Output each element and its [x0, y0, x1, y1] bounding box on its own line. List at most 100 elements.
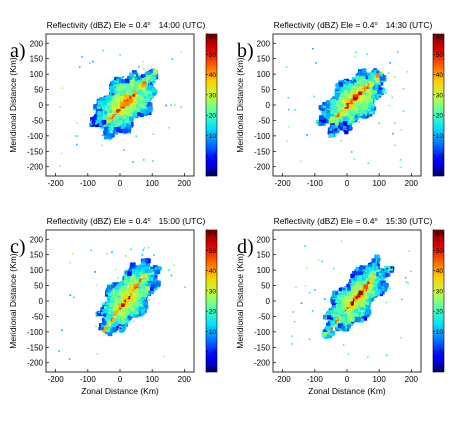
chart-title-degree: o [148, 217, 151, 223]
echo-cell [355, 115, 358, 118]
echo-cell [319, 115, 324, 121]
echo-speckle [111, 251, 113, 254]
echo-speckle [96, 284, 99, 286]
y-tick-label: 0 [39, 101, 44, 110]
echo-cell [318, 119, 323, 123]
echo-cell [335, 96, 339, 101]
echo-speckle [152, 160, 154, 162]
echo-cell [376, 70, 379, 74]
echo-cell [147, 290, 151, 294]
echo-speckle [355, 51, 357, 54]
colorbar-tick-label: 60 [209, 35, 217, 42]
echo-cell [128, 299, 132, 303]
echo-speckle [143, 67, 145, 70]
chart-title-prefix: Reflectivity (dBZ) Ele = 0.4 [47, 216, 148, 226]
echo-cell [379, 76, 384, 81]
echo-cell [341, 116, 346, 120]
y-tick-label: 50 [34, 86, 43, 95]
echo-cell [142, 77, 145, 81]
echo-cell [325, 113, 331, 118]
echo-cell [117, 120, 123, 125]
echo-cell [137, 279, 142, 284]
echo-cell [126, 318, 129, 321]
echo-cell [375, 78, 379, 82]
echo-cell [121, 317, 125, 321]
echo-cell [377, 87, 381, 91]
echo-cell [121, 303, 125, 307]
echo-speckle [148, 298, 150, 301]
echo-cell [361, 88, 365, 92]
echo-cell [348, 119, 352, 123]
chart-title-time: 14:00 (UTC) [159, 20, 206, 30]
echo-speckle [350, 151, 353, 153]
echo-cell [115, 308, 120, 313]
echo-cell [103, 99, 108, 105]
y-tick-label: 100 [257, 70, 271, 79]
echo-cell [115, 93, 118, 97]
echo-cell [123, 298, 127, 302]
echo-speckle [366, 53, 368, 55]
echo-cell [111, 101, 116, 107]
echo-cell [125, 302, 131, 307]
echo-cell [122, 327, 126, 332]
echo-cell [344, 79, 347, 83]
echo-cell [126, 290, 131, 296]
echo-cell [343, 127, 346, 130]
echo-cell [127, 279, 131, 283]
echo-cell [364, 100, 369, 105]
echo-cell [120, 319, 126, 325]
echo-speckle [287, 96, 290, 99]
echo-cell [359, 112, 363, 116]
echo-cell [108, 105, 112, 109]
echo-cell [112, 95, 118, 101]
echo-cell [357, 86, 362, 90]
echo-cell [142, 104, 148, 109]
echo-cell [377, 76, 381, 80]
echo-cell [130, 275, 136, 281]
echo-cell [378, 71, 381, 75]
echo-cell [108, 136, 112, 140]
echo-speckle [286, 140, 289, 143]
echo-cell [107, 331, 113, 337]
echo-cell [103, 309, 107, 314]
echo-cell [341, 105, 347, 111]
echo-cell [156, 269, 161, 274]
y-tick-label: 150 [30, 55, 44, 64]
echo-cell [112, 79, 115, 82]
echo-cell [340, 87, 343, 91]
echo-cell [116, 289, 120, 293]
echo-cell [112, 303, 117, 308]
echo-cell [108, 311, 111, 315]
echo-speckle [124, 255, 127, 257]
echo-cell [122, 118, 127, 123]
echo-cell [359, 105, 364, 110]
echo-cell [101, 308, 105, 312]
echo-cell [358, 91, 362, 96]
echo-cell [341, 89, 344, 93]
echo-cell [118, 307, 122, 311]
echo-cell [130, 308, 135, 312]
echo-cell [106, 289, 111, 293]
y-tick-label: -50 [31, 312, 43, 321]
echo-cell [94, 123, 99, 128]
echo-speckle [402, 110, 405, 112]
panel-letter: b) [237, 40, 254, 62]
echo-cell [139, 278, 143, 282]
colorbar-tick-label: 50 [209, 52, 217, 59]
echo-cell [103, 130, 109, 136]
echo-cell [110, 133, 115, 138]
echo-cell [135, 104, 140, 108]
echo-cell [105, 123, 109, 127]
echo-cell [141, 280, 146, 284]
echo-cell [110, 88, 116, 94]
echo-cell [329, 133, 334, 138]
echo-cell [125, 287, 129, 291]
echo-cell [116, 90, 120, 93]
echo-cell [110, 317, 115, 322]
echo-speckle [287, 108, 290, 111]
y-tick-label: -100 [27, 132, 44, 141]
echo-speckle [358, 121, 360, 123]
echo-cell [107, 321, 113, 327]
echo-cell [139, 282, 142, 286]
echo-cell [315, 120, 320, 124]
